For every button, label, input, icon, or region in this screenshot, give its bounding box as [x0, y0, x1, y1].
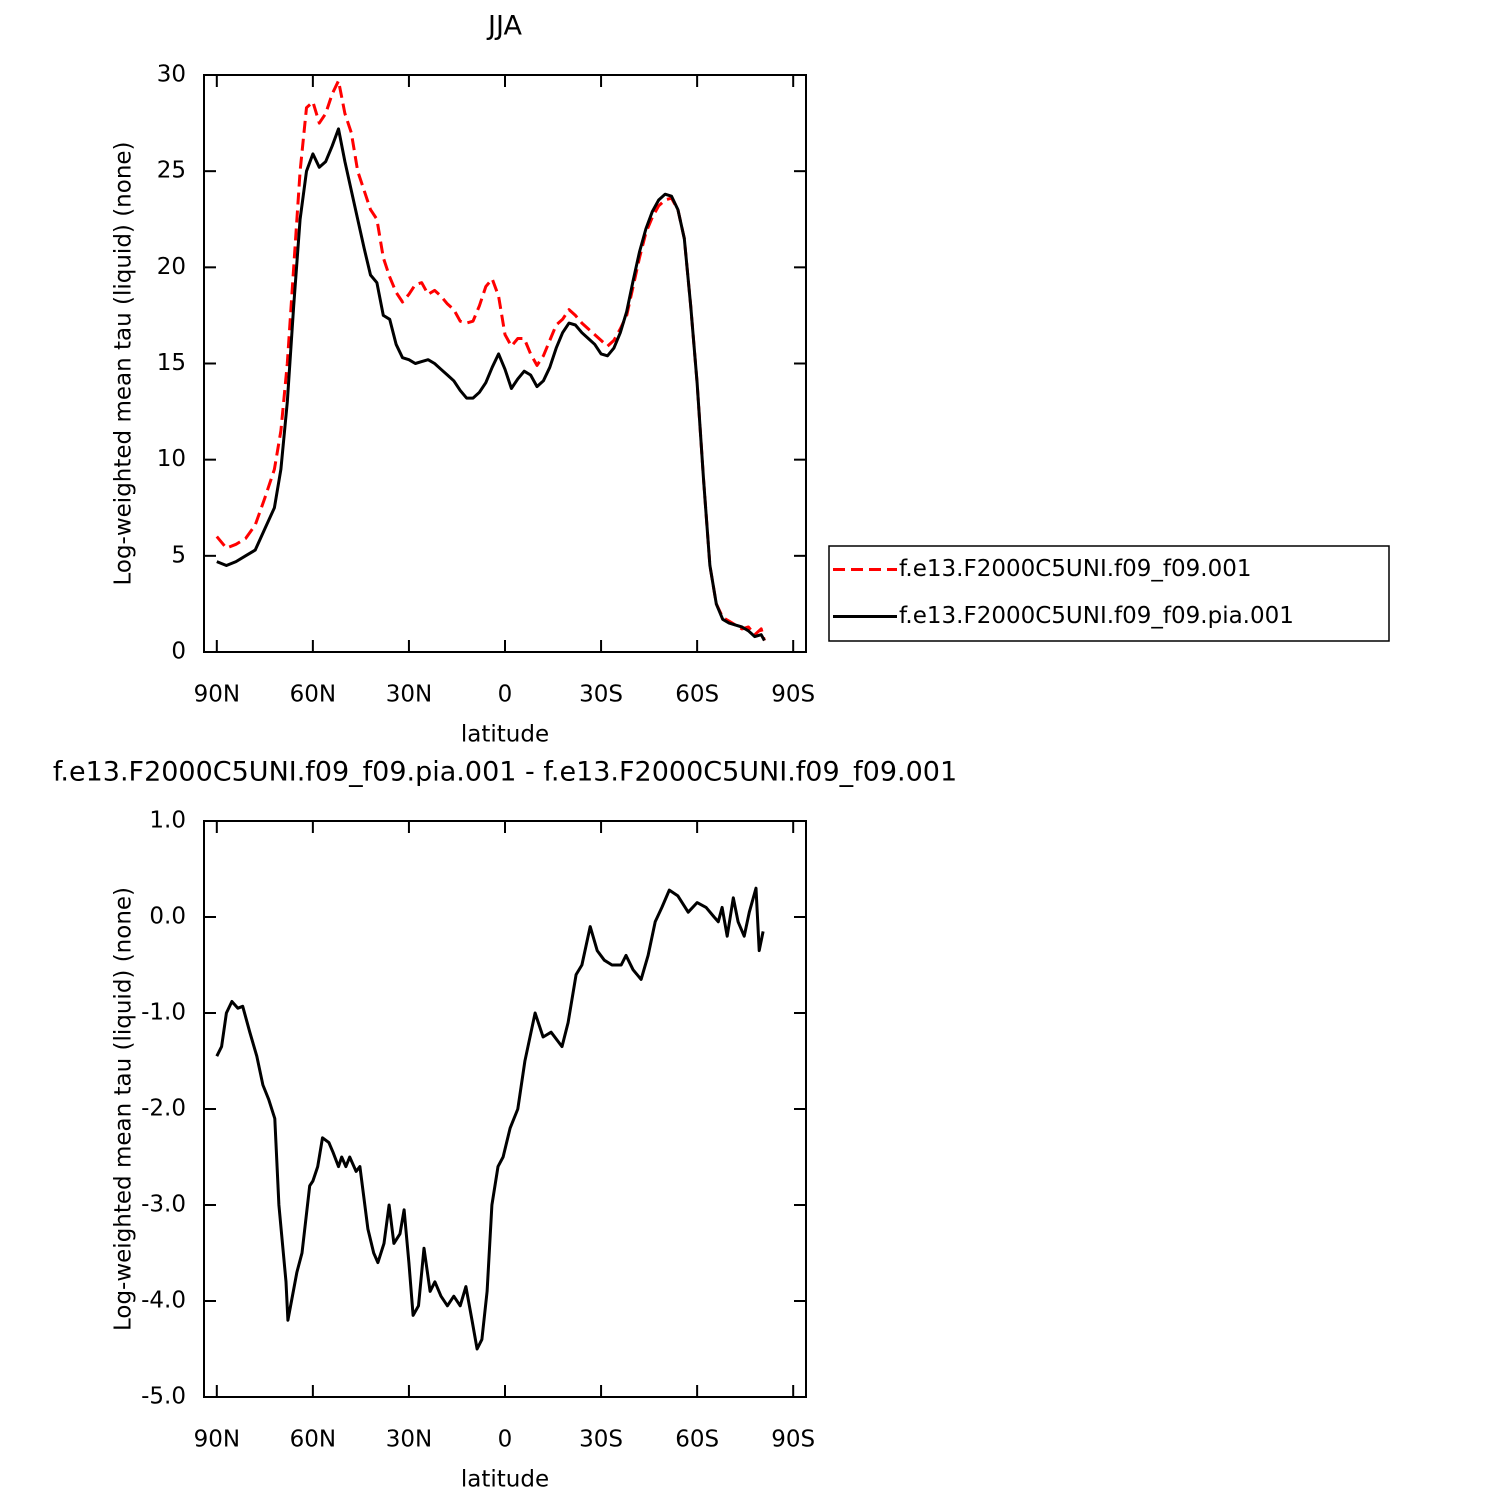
chart-title: f.e13.F2000C5UNI.f09_f09.pia.001 - f.e13… [53, 757, 957, 788]
x-tick-label: 30S [579, 1427, 623, 1453]
y-tick-label: 15 [157, 350, 186, 376]
x-tick-label: 90S [771, 682, 815, 708]
y-tick-label: 0 [171, 639, 186, 665]
plot-frame [203, 74, 807, 653]
x-tick-label: 90N [194, 682, 240, 708]
data-line [215, 79, 766, 641]
data-line [215, 886, 765, 1351]
x-tick-label: 90S [771, 1427, 815, 1453]
x-tick-label: 0 [498, 1427, 513, 1453]
x-tick-label: 0 [498, 682, 513, 708]
chart-title: JJA [486, 11, 522, 42]
y-tick-label: 25 [157, 158, 186, 184]
y-tick-label: 20 [157, 254, 186, 280]
y-tick-label: 1.0 [149, 808, 186, 834]
legend-box [828, 545, 1390, 642]
y-tick-label: -3.0 [141, 1192, 186, 1218]
y-tick-label: -4.0 [141, 1288, 186, 1314]
y-tick-label: -2.0 [141, 1096, 186, 1122]
legend-label: f.e13.F2000C5UNI.f09_f09.001 [899, 556, 1252, 582]
x-tick-label: 30N [386, 682, 432, 708]
y-tick-label: 10 [157, 446, 186, 472]
y-axis-label: Log-weighted mean tau (liquid) (none) [111, 887, 137, 1331]
y-tick-label: -1.0 [141, 1000, 186, 1026]
y-tick-label: -5.0 [141, 1384, 186, 1410]
x-tick-label: 30N [386, 1427, 432, 1453]
x-tick-label: 60S [675, 1427, 719, 1453]
x-tick-label: 30S [579, 682, 623, 708]
x-tick-label: 60N [290, 1427, 336, 1453]
x-axis-label: latitude [461, 722, 549, 748]
y-tick-label: 5 [171, 542, 186, 568]
x-axis-label: latitude [461, 1467, 549, 1493]
y-axis-label: Log-weighted mean tau (liquid) (none) [111, 141, 137, 585]
data-line [216, 127, 766, 642]
x-tick-label: 60S [675, 682, 719, 708]
y-tick-label: 30 [157, 62, 186, 88]
x-tick-label: 60N [290, 682, 336, 708]
plot-frame [203, 820, 807, 1398]
x-tick-label: 90N [194, 1427, 240, 1453]
y-tick-label: 0.0 [149, 904, 186, 930]
legend-label: f.e13.F2000C5UNI.f09_f09.pia.001 [899, 603, 1294, 629]
